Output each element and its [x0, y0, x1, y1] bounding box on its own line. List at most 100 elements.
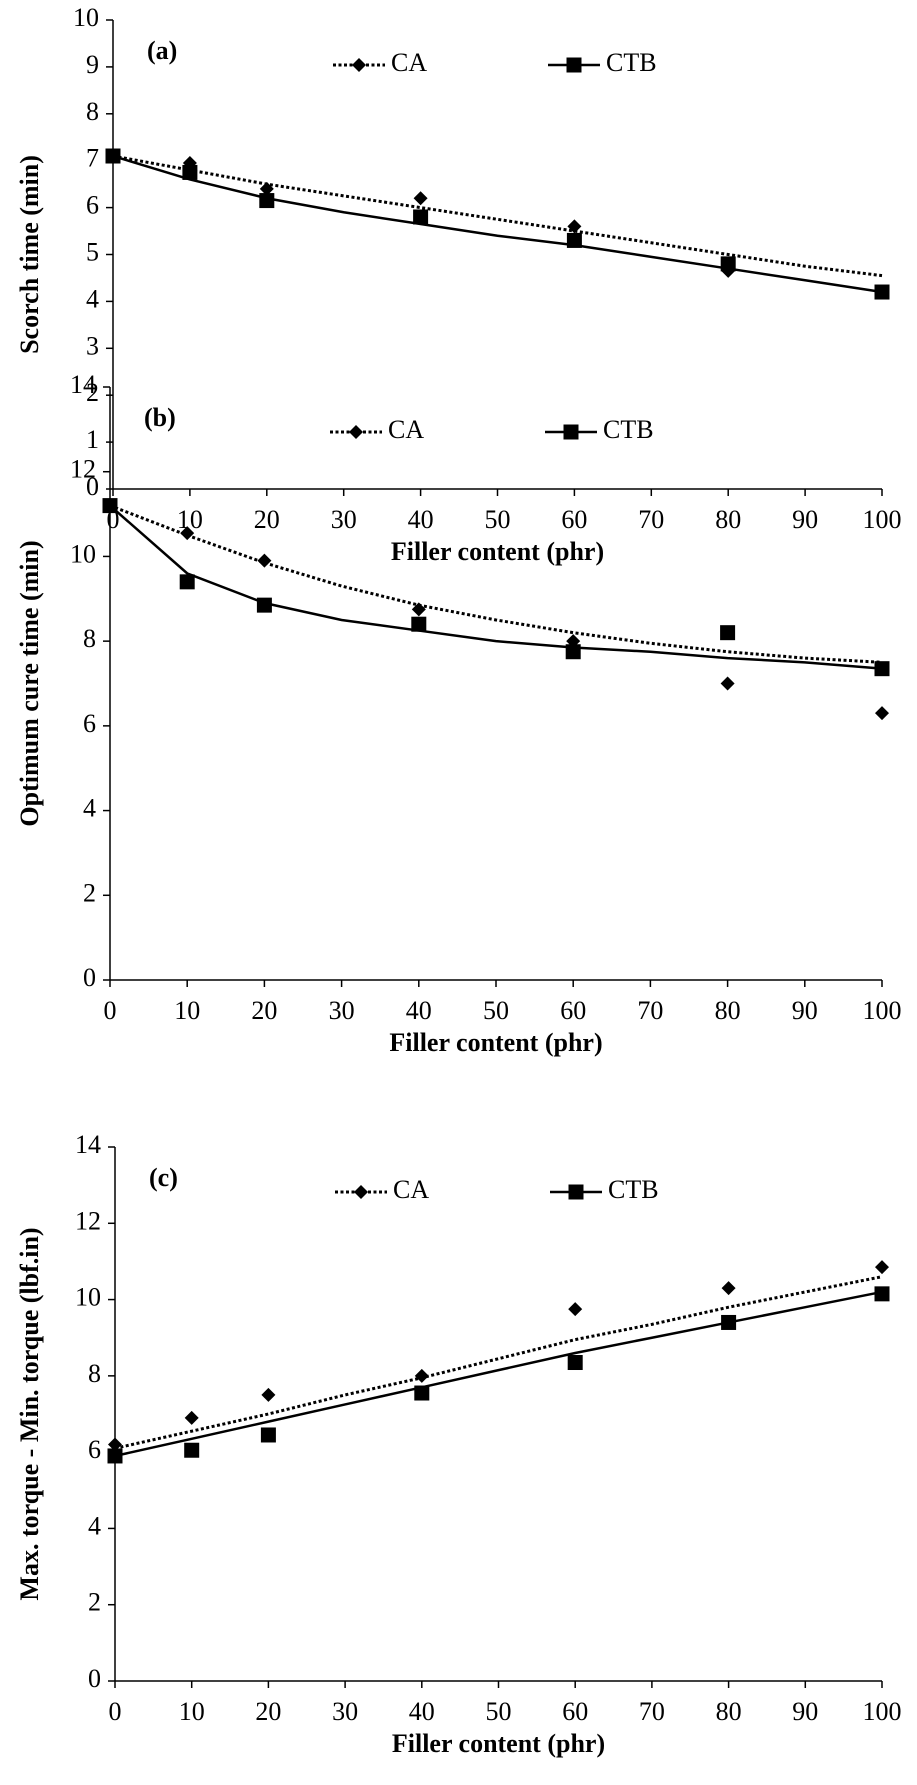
data-point — [720, 676, 735, 691]
panel-label: (b) — [144, 403, 176, 432]
panel-label: (c) — [149, 1163, 178, 1192]
data-point — [721, 1314, 737, 1330]
data-point — [107, 1448, 123, 1464]
data-point — [413, 209, 429, 225]
data-point — [567, 1355, 583, 1371]
y-tick-label: 4 — [83, 794, 96, 823]
data-point — [179, 574, 195, 590]
y-tick-label: 1 — [86, 425, 99, 454]
trend-line — [109, 504, 883, 664]
legend-marker — [354, 1185, 368, 1199]
x-tick-label: 40 — [406, 996, 432, 1025]
data-point — [180, 526, 195, 541]
x-tick-label: 40 — [408, 505, 434, 534]
data-point — [182, 164, 198, 180]
data-point — [414, 1385, 430, 1401]
y-tick-label: 12 — [75, 1206, 101, 1235]
trend-line — [112, 154, 883, 294]
x-tick-label: 70 — [637, 996, 663, 1025]
data-point — [567, 219, 582, 234]
data-point — [874, 1286, 890, 1302]
legend-marker — [349, 425, 363, 439]
data-point — [874, 661, 890, 677]
data-point — [261, 1387, 276, 1402]
legend-label: CTB — [603, 415, 654, 444]
x-tick-label: 80 — [716, 1697, 742, 1726]
x-tick-label: 30 — [331, 505, 357, 534]
legend-marker — [568, 1184, 584, 1200]
legend-label: CA — [388, 415, 424, 444]
x-tick-label: 20 — [251, 996, 277, 1025]
y-tick-label: 0 — [83, 963, 96, 992]
data-point — [411, 602, 426, 617]
data-point — [184, 1410, 199, 1425]
y-tick-label: 6 — [83, 709, 96, 738]
y-tick-label: 14 — [75, 1130, 101, 1159]
y-tick-label: 3 — [86, 331, 99, 360]
x-tick-label: 30 — [329, 996, 355, 1025]
data-point — [568, 1302, 583, 1317]
y-tick-label: 6 — [86, 191, 99, 220]
data-point — [413, 191, 428, 206]
y-axis-title: Max. torque - Min. torque (lbf.in) — [15, 1227, 44, 1600]
x-tick-label: 70 — [639, 1697, 665, 1726]
panel-label: (a) — [147, 36, 177, 65]
data-point — [874, 284, 890, 300]
legend-marker — [352, 58, 366, 72]
y-tick-label: 2 — [83, 878, 96, 907]
legend-label: CA — [393, 1175, 429, 1204]
data-point — [875, 706, 889, 721]
x-axis-title: Filler content (phr) — [391, 537, 604, 566]
data-point — [260, 1427, 276, 1443]
x-tick-label: 20 — [254, 505, 280, 534]
x-tick-label: 80 — [715, 505, 741, 534]
y-tick-label: 2 — [88, 1588, 101, 1617]
trend-line — [114, 1290, 883, 1458]
x-tick-label: 60 — [560, 996, 586, 1025]
x-tick-label: 90 — [792, 996, 818, 1025]
legend-marker — [563, 424, 579, 440]
y-tick-label: 12 — [70, 455, 96, 484]
x-tick-label: 90 — [792, 1697, 818, 1726]
y-tick-label: 2 — [86, 378, 99, 407]
x-axis-title: Filler content (phr) — [389, 1028, 602, 1057]
x-tick-label: 100 — [863, 505, 902, 534]
data-point — [565, 644, 581, 660]
x-tick-label: 0 — [104, 996, 117, 1025]
y-tick-label: 8 — [86, 97, 99, 126]
y-tick-label: 4 — [88, 1511, 101, 1540]
y-tick-label: 14 — [70, 370, 96, 399]
y-tick-label: 6 — [88, 1435, 101, 1464]
y-tick-label: 10 — [75, 1283, 101, 1312]
x-tick-label: 100 — [863, 996, 902, 1025]
data-point — [257, 553, 272, 568]
data-point — [256, 597, 272, 613]
x-tick-label: 10 — [179, 1697, 205, 1726]
x-tick-label: 50 — [486, 1697, 512, 1726]
data-point — [259, 181, 274, 196]
data-point — [414, 1368, 429, 1383]
x-tick-label: 10 — [174, 996, 200, 1025]
x-tick-label: 80 — [715, 996, 741, 1025]
data-point — [720, 625, 736, 641]
y-axis-title: Optimum cure time (min) — [15, 540, 44, 826]
x-tick-label: 50 — [485, 505, 511, 534]
trend-line — [112, 154, 883, 278]
x-tick-label: 50 — [483, 996, 509, 1025]
x-tick-label: 0 — [109, 1697, 122, 1726]
x-tick-label: 20 — [255, 1697, 281, 1726]
data-point — [721, 1281, 736, 1296]
trend-line — [109, 504, 883, 670]
x-axis-title: Filler content (phr) — [392, 1729, 605, 1758]
legend-label: CTB — [608, 1175, 659, 1204]
legend-label: CTB — [606, 48, 657, 77]
x-tick-label: 90 — [792, 505, 818, 534]
y-tick-label: 0 — [88, 1664, 101, 1693]
x-tick-label: 40 — [409, 1697, 435, 1726]
x-tick-label: 100 — [863, 1697, 902, 1726]
y-axis-title: Scorch time (min) — [15, 155, 44, 354]
data-point — [875, 1260, 889, 1275]
x-tick-label: 60 — [562, 1697, 588, 1726]
y-tick-label: 8 — [83, 624, 96, 653]
